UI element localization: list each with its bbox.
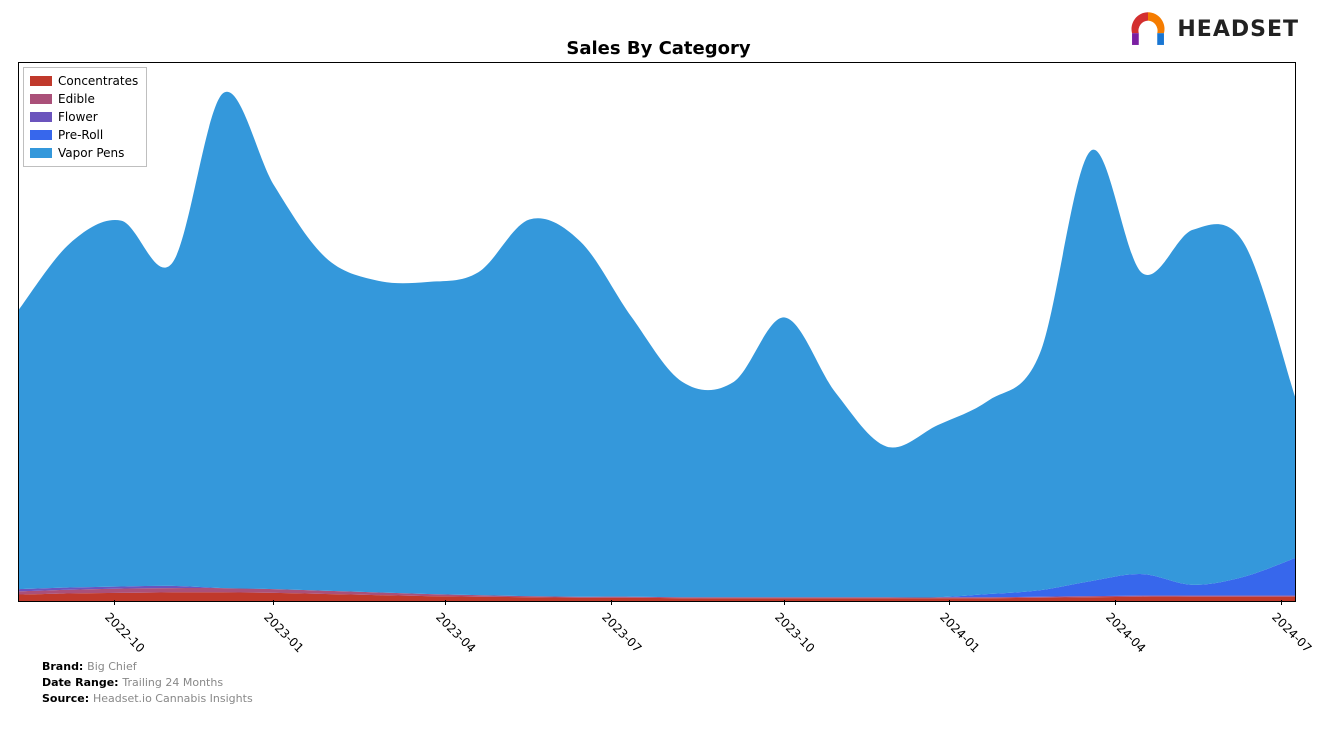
x-tick-mark <box>114 600 115 605</box>
headset-logo-icon <box>1127 8 1169 50</box>
legend-item: Edible <box>30 90 138 108</box>
footer-line: Source: Headset.io Cannabis Insights <box>42 692 253 705</box>
stacked-area-chart <box>19 63 1295 601</box>
x-tick-mark <box>273 600 274 605</box>
legend-item: Vapor Pens <box>30 144 138 162</box>
chart-title: Sales By Category <box>0 38 1317 59</box>
footer-label: Brand: <box>42 660 87 673</box>
x-tick-label: 2024-01 <box>938 610 983 655</box>
footer-line: Brand: Big Chief <box>42 660 137 673</box>
footer-value: Big Chief <box>87 660 136 673</box>
x-tick-mark <box>949 600 950 605</box>
x-tick-label: 2022-10 <box>102 610 147 655</box>
footer-line: Date Range: Trailing 24 Months <box>42 676 223 689</box>
legend-label: Flower <box>58 108 98 126</box>
legend-item: Concentrates <box>30 72 138 90</box>
legend-label: Concentrates <box>58 72 138 90</box>
legend-swatch <box>30 112 52 122</box>
x-tick-label: 2023-10 <box>772 610 817 655</box>
area-series <box>19 92 1295 598</box>
legend-swatch <box>30 148 52 158</box>
legend-swatch <box>30 94 52 104</box>
legend-label: Edible <box>58 90 95 108</box>
x-tick-label: 2023-07 <box>599 610 644 655</box>
chart-legend: ConcentratesEdibleFlowerPre-RollVapor Pe… <box>23 67 147 167</box>
x-tick-label: 2023-01 <box>261 610 306 655</box>
legend-swatch <box>30 130 52 140</box>
x-tick-label: 2024-07 <box>1269 610 1314 655</box>
chart-plot-area: ConcentratesEdibleFlowerPre-RollVapor Pe… <box>18 62 1296 602</box>
headset-logo: HEADSET <box>1127 8 1299 50</box>
footer-label: Date Range: <box>42 676 122 689</box>
headset-logo-text: HEADSET <box>1177 17 1299 42</box>
x-tick-mark <box>784 600 785 605</box>
footer-value: Trailing 24 Months <box>122 676 223 689</box>
x-tick-mark <box>1281 600 1282 605</box>
legend-item: Flower <box>30 108 138 126</box>
x-tick-mark <box>445 600 446 605</box>
legend-swatch <box>30 76 52 86</box>
x-tick-mark <box>1115 600 1116 605</box>
x-tick-label: 2023-04 <box>434 610 479 655</box>
footer-value: Headset.io Cannabis Insights <box>93 692 253 705</box>
legend-label: Vapor Pens <box>58 144 124 162</box>
legend-label: Pre-Roll <box>58 126 103 144</box>
x-tick-mark <box>611 600 612 605</box>
footer-label: Source: <box>42 692 93 705</box>
x-tick-label: 2024-04 <box>1103 610 1148 655</box>
legend-item: Pre-Roll <box>30 126 138 144</box>
